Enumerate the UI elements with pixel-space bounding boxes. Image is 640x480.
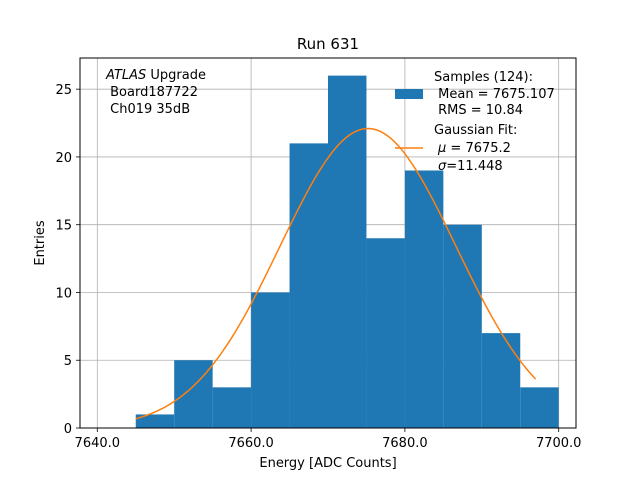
annotation-rest: Upgrade	[146, 68, 206, 83]
histogram-bar	[135, 414, 175, 428]
legend-samples-rms: RMS = 10.84	[434, 103, 523, 118]
y-tick-label: 10	[55, 286, 72, 301]
y-axis-ticks: 0 5 10 15 20 25	[55, 83, 80, 437]
y-tick-label: 0	[64, 422, 72, 437]
histogram-bar	[404, 170, 444, 428]
legend: Samples (124): Mean = 7675.107 RMS = 10.…	[395, 70, 555, 174]
legend-samples-title: Samples (124):	[434, 70, 533, 85]
x-tick-label: 7640.0	[75, 436, 121, 451]
x-tick-label: 7680.0	[382, 436, 428, 451]
histogram-bar	[328, 75, 367, 428]
mu-symbol: μ	[437, 141, 446, 156]
x-tick-label: 7700.0	[536, 436, 582, 451]
histogram-bar	[251, 292, 290, 428]
x-tick-label: 7660.0	[228, 436, 274, 451]
histogram-bar	[289, 143, 328, 428]
annotation-italic-word: ATLAS	[105, 68, 146, 83]
histogram-bar	[520, 387, 559, 428]
legend-fit-title: Gaussian Fit:	[434, 123, 517, 138]
sigma-symbol: σ	[438, 159, 447, 174]
atlas-annotation: ATLAS Upgrade Board187722 Ch019 35dB	[105, 68, 206, 117]
gaussian-fit-curve	[135, 127, 537, 420]
histogram-bar	[212, 387, 252, 428]
annotation-line-2: Board187722	[106, 85, 198, 100]
annotation-line-1: ATLAS Upgrade	[105, 68, 206, 83]
legend-samples-mean: Mean = 7675.107	[434, 87, 555, 102]
y-tick-label: 25	[55, 83, 72, 98]
histogram-bar	[174, 360, 213, 428]
histogram-bar	[443, 224, 482, 428]
legend-fit-mu: μ = 7675.2	[437, 141, 511, 156]
histogram-bar	[481, 333, 521, 428]
y-axis-label: Entries	[33, 220, 48, 266]
legend-bar-swatch	[395, 89, 423, 99]
plot-frame	[79, 57, 577, 429]
mu-value: = 7675.2	[446, 141, 511, 156]
x-axis-label: Energy [ADC Counts]	[259, 456, 396, 471]
annotation-line-3: Ch019 35dB	[106, 102, 190, 117]
legend-fit-sigma: σ=11.448	[438, 159, 503, 174]
chart-title: Run 631	[297, 35, 359, 53]
y-tick-label: 15	[55, 219, 72, 234]
histogram-bars	[135, 75, 559, 428]
x-axis-ticks: 7640.0 7660.0 7680.0 7700.0	[75, 428, 582, 451]
y-tick-label: 5	[64, 354, 72, 369]
histogram-bar	[366, 238, 405, 428]
y-tick-label: 20	[55, 151, 72, 166]
sigma-value: =11.448	[446, 159, 502, 174]
fit-layer	[135, 127, 537, 420]
